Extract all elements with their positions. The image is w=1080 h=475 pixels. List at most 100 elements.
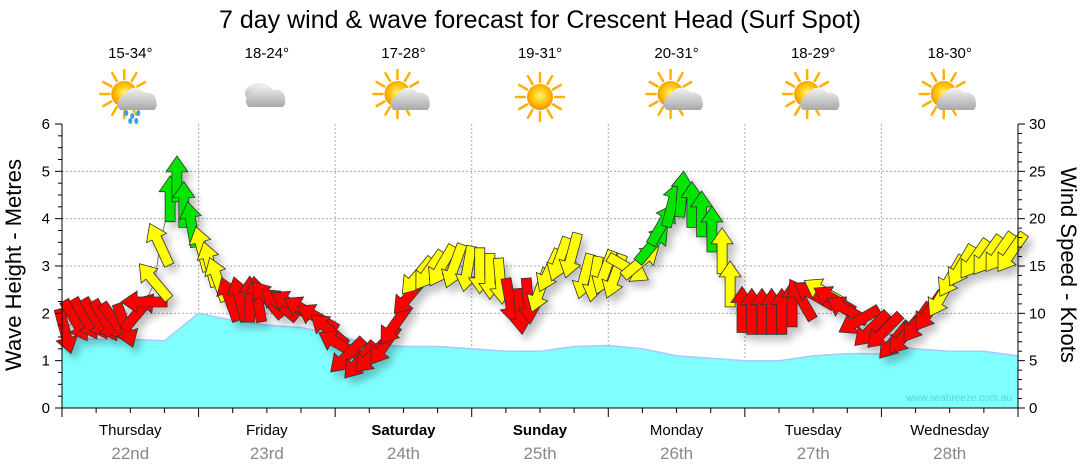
- wind-arrow: [700, 205, 724, 253]
- left-tick-label: 3: [42, 258, 50, 275]
- temperature-range: 18-29°: [791, 45, 835, 62]
- sun: [527, 84, 553, 110]
- date-label: 26th: [660, 444, 693, 463]
- sun-ray: [384, 71, 392, 83]
- sun-ray: [517, 83, 529, 91]
- day-label: Saturday: [371, 422, 436, 439]
- daily-weather-header: 15-34° 18-24° 17-28° 19-31° 20-31° 18-29° 18-3…: [99, 45, 977, 124]
- sun-ray: [793, 105, 801, 117]
- cloud: [663, 87, 703, 110]
- right-tick-label: 30: [1029, 116, 1046, 133]
- sun-ray: [785, 100, 796, 108]
- wind-arrow: [138, 263, 174, 303]
- y-axis-label: Wave Height - Metres: [1, 159, 26, 371]
- sun-ray: [818, 80, 830, 88]
- sun-ray: [930, 105, 938, 117]
- left-tick-label: 4: [42, 211, 50, 228]
- chart-title: 7 day wind & wave forecast for Crescent …: [219, 6, 861, 34]
- wind-arrow: [120, 290, 168, 314]
- temperature-range: 20-31°: [654, 45, 698, 62]
- raindrop: [134, 118, 139, 124]
- right-tick-label: 20: [1029, 211, 1046, 228]
- sun-ray: [102, 100, 113, 108]
- sun-ray: [403, 71, 411, 83]
- sun-ray: [648, 100, 659, 108]
- left-tick-label: 6: [42, 116, 50, 133]
- wind-arrow: [997, 230, 1029, 273]
- sun-ray: [375, 100, 386, 108]
- sun-cloud-icon: [372, 68, 430, 120]
- sun-ray: [949, 71, 957, 83]
- wind-arrow: [172, 180, 196, 228]
- right-tick-label: 25: [1029, 163, 1046, 180]
- sun-ray: [676, 71, 684, 83]
- sun-ray: [682, 80, 693, 88]
- sun-ray: [955, 80, 966, 88]
- right-tick-label: 0: [1029, 400, 1037, 417]
- date-label: 27th: [797, 444, 830, 463]
- sun-cloud-icon: [918, 68, 977, 120]
- sun-ray: [111, 71, 119, 83]
- temperature-range: 19-31°: [518, 45, 562, 62]
- right-tick-label: 10: [1029, 305, 1046, 322]
- right-tick-label: 5: [1029, 353, 1037, 370]
- cloud: [117, 87, 157, 110]
- sun-ray: [111, 105, 119, 117]
- sun-cloud-icon: [781, 68, 840, 120]
- left-tick-label: 1: [42, 353, 50, 370]
- day-label: Thursday: [99, 422, 162, 439]
- wind-arrows: [53, 155, 1029, 379]
- watermark: www.seabreeze.com.au: [905, 393, 1012, 404]
- sunny-icon: [514, 71, 566, 123]
- sun-ray: [546, 74, 554, 86]
- day-label: Sunday: [513, 422, 568, 439]
- sun-ray: [375, 80, 386, 88]
- wind-arrow: [165, 155, 189, 203]
- date-label: 23rd: [250, 444, 284, 463]
- day-label: Friday: [246, 422, 288, 439]
- sun-ray: [102, 80, 113, 88]
- day-label: Monday: [650, 422, 704, 439]
- temperature-range: 18-30°: [928, 45, 972, 62]
- day-label: Wednesday: [910, 422, 989, 439]
- left-tick-label: 5: [42, 163, 50, 180]
- cloudy-icon: [244, 83, 286, 107]
- sun-ray: [526, 74, 534, 86]
- sun-ray: [130, 71, 138, 83]
- left-tick-label: 2: [42, 305, 50, 322]
- wind-arrow: [146, 222, 175, 268]
- sun-ray: [648, 80, 659, 88]
- cloud: [390, 87, 430, 110]
- sun-ray: [551, 103, 563, 111]
- sun-ray: [546, 108, 554, 120]
- sun-ray: [921, 100, 932, 108]
- raindrop: [124, 110, 129, 116]
- date-label: 22nd: [111, 444, 149, 463]
- cloud: [246, 84, 286, 107]
- temperature-range: 17-28°: [381, 45, 425, 62]
- sun-ray: [657, 105, 665, 117]
- sun-cloud-rain-icon: [99, 68, 157, 124]
- temperature-range: 18-24°: [245, 45, 289, 62]
- sun-ray: [526, 108, 534, 120]
- raindrop: [130, 113, 135, 119]
- wind-arrow: [558, 231, 583, 279]
- sun-ray: [136, 80, 147, 88]
- sun-ray: [813, 71, 821, 83]
- sun-ray: [793, 71, 801, 83]
- y2-axis-label: Wind Speed - Knots: [1056, 167, 1080, 363]
- day-label: Tuesday: [785, 422, 842, 439]
- sun-ray: [657, 71, 665, 83]
- date-label: 28th: [933, 444, 966, 463]
- date-label: 24th: [387, 444, 420, 463]
- sun-ray: [921, 80, 932, 88]
- cloud: [936, 87, 977, 110]
- wind-arrow: [718, 260, 742, 308]
- date-label: 25th: [523, 444, 556, 463]
- sun-ray: [409, 80, 420, 88]
- sun-ray: [930, 71, 938, 83]
- sun-ray: [384, 105, 392, 117]
- sun-ray: [517, 103, 529, 111]
- cloud: [800, 87, 840, 110]
- temperature-range: 15-34°: [108, 45, 152, 62]
